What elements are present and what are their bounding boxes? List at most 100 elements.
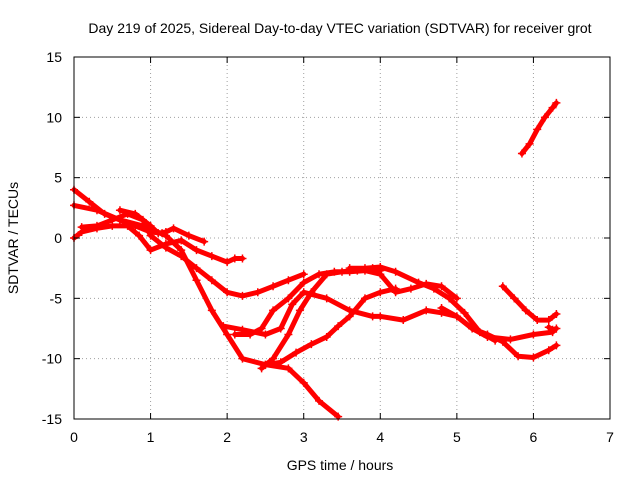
- data-point: [422, 306, 431, 315]
- data-point: [529, 330, 538, 339]
- data-point: [192, 264, 201, 273]
- y-tick-label: 15: [46, 49, 62, 65]
- data-point: [131, 209, 140, 218]
- data-point: [429, 284, 438, 293]
- data-point: [146, 246, 155, 255]
- y-tick-label: 5: [54, 170, 62, 186]
- data-point: [552, 98, 561, 107]
- data-point: [315, 270, 324, 279]
- series-sat-e: [115, 206, 209, 246]
- data-point: [207, 306, 216, 315]
- data-point: [468, 324, 477, 333]
- data-point: [257, 324, 266, 333]
- data-point: [552, 341, 561, 350]
- data-point: [123, 221, 132, 230]
- data-point: [406, 284, 415, 293]
- x-tick-label: 6: [530, 429, 538, 445]
- data-point: [529, 353, 538, 362]
- data-point: [177, 236, 186, 245]
- data-point: [307, 288, 316, 297]
- data-point: [548, 103, 557, 112]
- data-point: [284, 364, 293, 373]
- x-tick-label: 5: [453, 429, 461, 445]
- data-point: [284, 294, 293, 303]
- series-sat-j: [345, 262, 500, 345]
- data-point: [460, 308, 469, 317]
- data-point: [345, 312, 354, 321]
- data-point: [246, 330, 255, 339]
- data-point: [399, 316, 408, 325]
- data-point: [92, 206, 101, 215]
- y-tick-label: -5: [50, 290, 63, 306]
- data-point: [169, 224, 178, 233]
- x-tick-label: 1: [147, 429, 155, 445]
- data-point: [498, 282, 507, 291]
- data-point: [360, 294, 369, 303]
- data-point: [548, 325, 557, 334]
- series-line: [500, 283, 559, 323]
- data-point: [295, 306, 304, 315]
- data-point: [92, 221, 101, 230]
- data-point: [269, 354, 278, 363]
- data-point: [510, 294, 519, 303]
- data-point: [108, 215, 117, 224]
- data-point: [322, 294, 331, 303]
- y-tick-label: -15: [42, 411, 62, 427]
- data-point: [322, 270, 331, 279]
- series-sat-k: [437, 303, 561, 362]
- data-point: [338, 267, 346, 276]
- data-point: [360, 264, 369, 273]
- x-tick-label: 2: [223, 429, 231, 445]
- data-point: [161, 227, 170, 236]
- tick-layer: 0 1 2 3 4 5 6 7 -15 -10 -5 0 5 10 15: [42, 49, 614, 445]
- data-point: [533, 316, 542, 325]
- data-point: [230, 330, 239, 339]
- data-point: [544, 316, 553, 325]
- data-point: [540, 113, 549, 122]
- series-sat-m: [517, 98, 561, 158]
- data-point: [376, 262, 385, 271]
- data-point: [257, 364, 266, 373]
- series-sat-l: [498, 282, 561, 325]
- data-point: [253, 288, 262, 297]
- data-point: [207, 276, 216, 285]
- series-line: [262, 286, 399, 368]
- data-point: [276, 358, 285, 367]
- data-point: [223, 330, 232, 339]
- data-point: [552, 310, 561, 319]
- data-point: [146, 231, 155, 240]
- data-point: [498, 337, 507, 346]
- y-tick-label: 10: [46, 109, 62, 125]
- data-point: [345, 264, 354, 273]
- y-axis-label: SDTVAR / TECUs: [5, 182, 21, 294]
- data-point: [334, 322, 343, 331]
- series-sat-n: [544, 323, 561, 334]
- data-point: [299, 278, 308, 287]
- data-point: [276, 324, 285, 333]
- series-line: [347, 264, 498, 344]
- data-point: [391, 284, 400, 293]
- chart-title: Day 219 of 2025, Sidereal Day-to-day VTE…: [88, 20, 591, 36]
- data-point: [521, 306, 530, 315]
- x-tick-label: 7: [606, 429, 614, 445]
- data-point: [368, 312, 377, 321]
- data-point: [517, 149, 526, 158]
- data-point: [223, 288, 232, 297]
- data-point: [299, 378, 308, 387]
- data-point: [238, 354, 247, 363]
- data-point: [161, 243, 170, 252]
- data-point: [192, 276, 201, 285]
- data-point: [230, 254, 239, 263]
- data-point: [238, 254, 247, 263]
- data-point: [452, 294, 461, 303]
- data-point: [376, 288, 385, 297]
- x-tick-label: 4: [376, 429, 384, 445]
- grid-layer: [74, 57, 610, 419]
- data-point: [525, 139, 534, 148]
- data-point: [552, 324, 561, 333]
- data-point: [269, 282, 278, 291]
- data-point: [506, 335, 515, 344]
- data-point: [391, 267, 400, 276]
- data-point: [115, 206, 124, 215]
